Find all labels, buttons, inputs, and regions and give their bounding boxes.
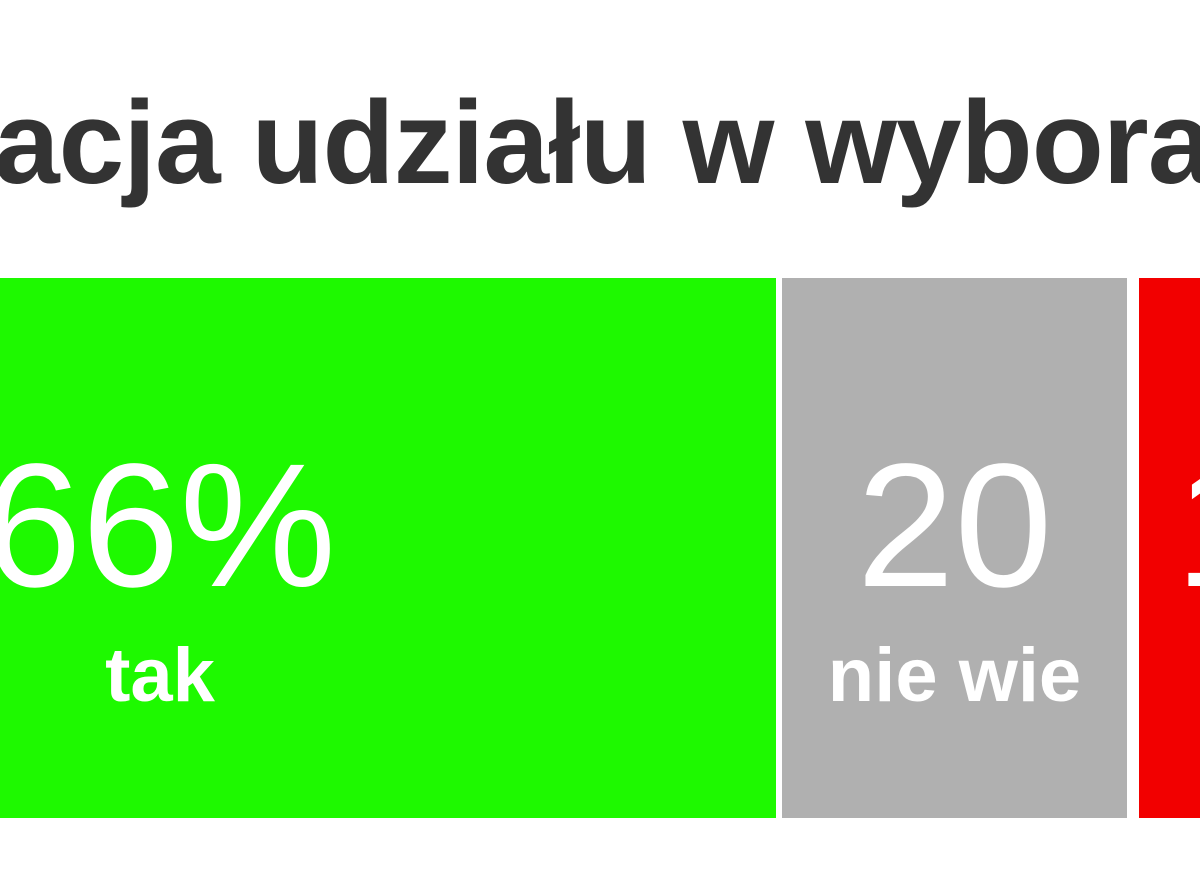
data-label: 1 — [1175, 436, 1200, 616]
segment-nie-wie: 20 nie wie — [782, 278, 1127, 818]
category-label: tak — [105, 633, 215, 718]
data-label: 20 — [856, 428, 1053, 624]
chart-title: acja udziału w wybora — [0, 77, 1200, 209]
segment-divider — [1127, 278, 1139, 818]
stacked-bar: 66% tak 20 nie wie 1 — [0, 278, 1200, 818]
segment-nie: 1 — [1139, 278, 1200, 818]
category-label: nie wie — [827, 633, 1082, 718]
data-label: 66% — [0, 428, 337, 624]
segment-tak: 66% tak — [0, 278, 776, 818]
segment-divider — [776, 278, 782, 818]
